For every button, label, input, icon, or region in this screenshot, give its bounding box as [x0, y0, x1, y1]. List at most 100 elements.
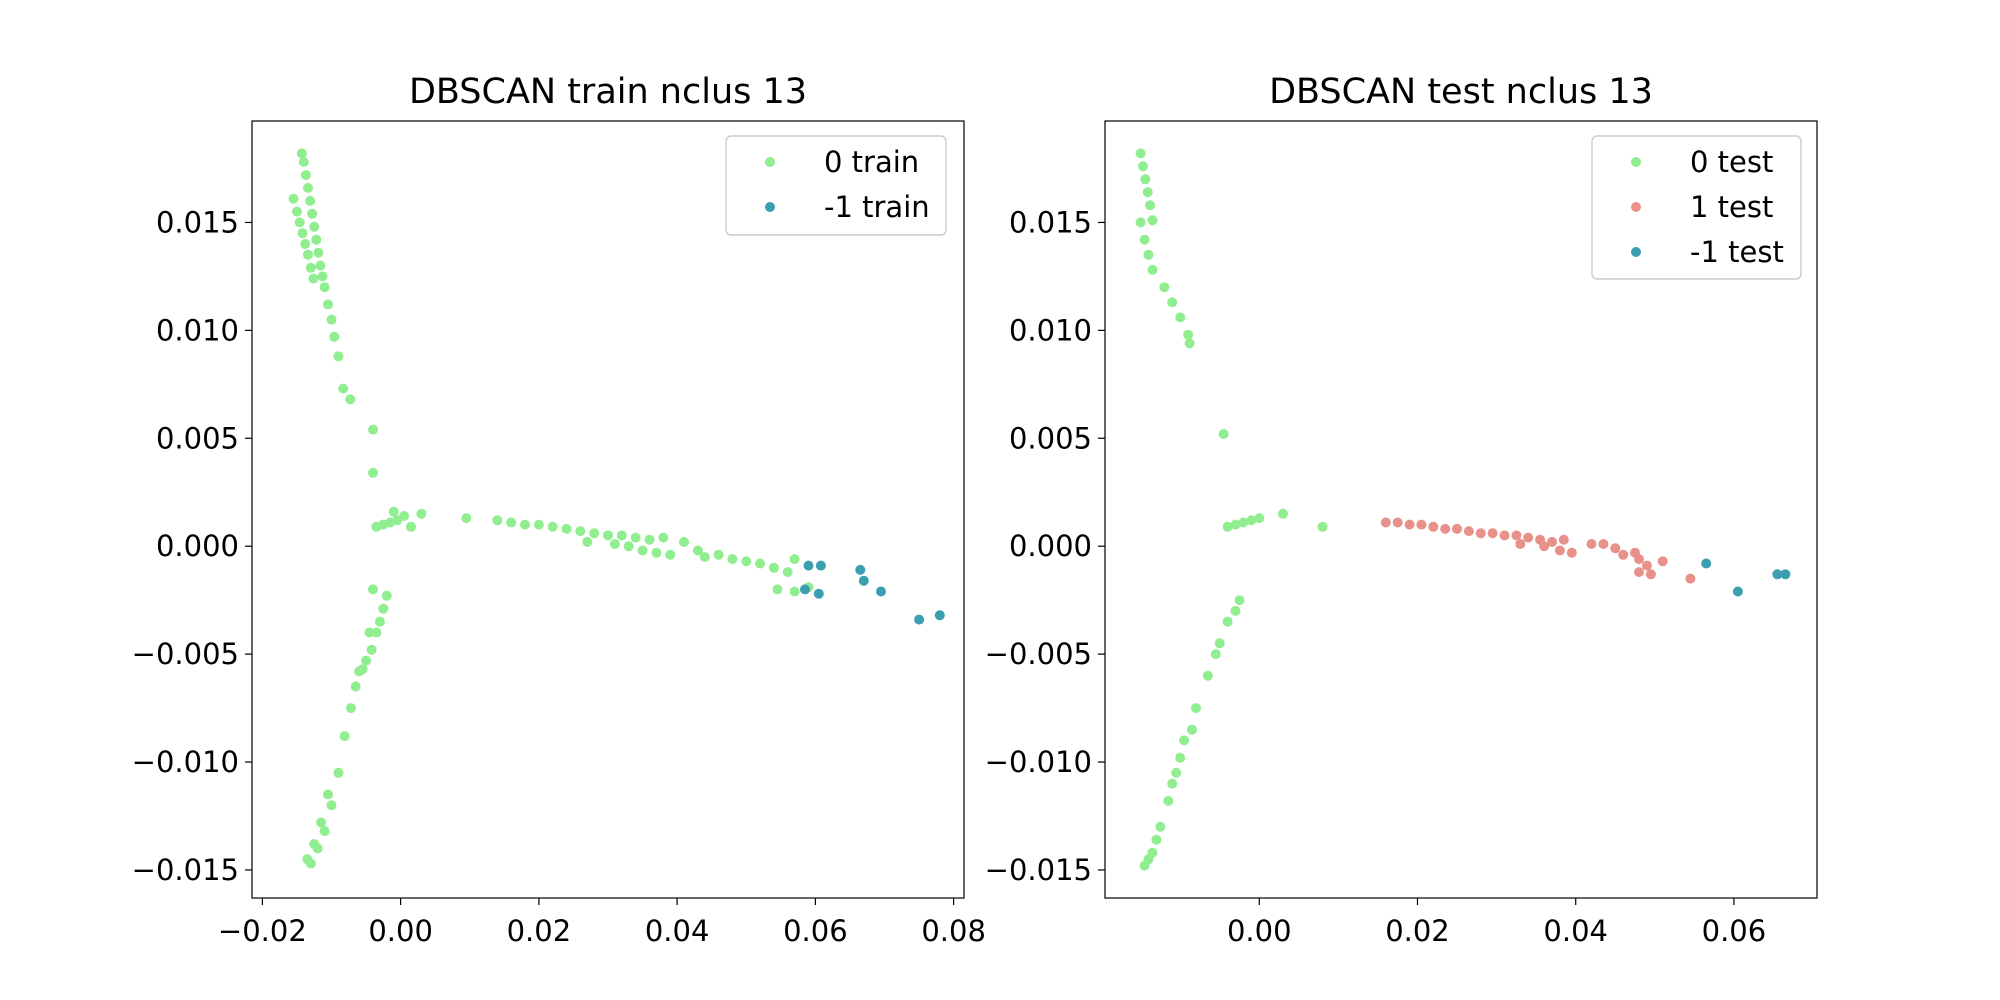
scatter-point	[381, 590, 392, 601]
scatter-point	[1179, 735, 1190, 746]
scatter-point	[609, 539, 620, 549]
scatter-point	[368, 424, 378, 435]
y-tick-label: −0.010	[985, 745, 1092, 779]
scatter-point	[1463, 526, 1474, 537]
scatter-point	[768, 562, 779, 573]
scatter-point	[1238, 517, 1249, 528]
scatter-point	[329, 331, 340, 342]
scatter-point	[333, 351, 344, 362]
legend-box	[1591, 135, 1802, 280]
scatter-point	[1183, 329, 1194, 340]
scatter-point	[313, 247, 324, 258]
scatter-point	[630, 532, 641, 543]
scatter-point	[305, 195, 316, 206]
scatter-point	[755, 558, 766, 569]
scatter-point	[1487, 528, 1498, 539]
scatter-point	[1230, 519, 1241, 530]
y-tick-label: 0.015	[156, 205, 239, 239]
legend-marker	[1631, 247, 1641, 257]
scatter-point	[303, 249, 313, 260]
scatter-point	[317, 271, 328, 282]
scatter-point	[1380, 517, 1391, 528]
scatter-point	[345, 394, 356, 405]
y-tick-label: −0.015	[132, 853, 239, 887]
scatter-point	[298, 157, 309, 167]
scatter-point	[492, 515, 503, 526]
scatter-point	[1167, 778, 1178, 789]
scatter-point	[303, 182, 313, 193]
scatter-point	[803, 560, 814, 571]
x-axis: 0.00 0.02 0.04 0.06	[1227, 898, 1766, 948]
scatter-point	[296, 148, 307, 159]
scatter-point	[1145, 200, 1156, 211]
x-tick-label: 0.08	[921, 914, 986, 948]
scatter-point	[789, 586, 800, 597]
scatter-point	[789, 554, 800, 565]
scatter-point	[561, 523, 572, 534]
scatter-point	[1452, 523, 1462, 534]
scatter-point	[692, 545, 703, 556]
y-tick-label: 0.000	[1009, 529, 1092, 563]
scatter-point	[339, 731, 350, 742]
scatter-point	[1151, 834, 1162, 845]
scatter-point	[300, 239, 311, 249]
scatter-point	[326, 800, 337, 811]
scatter-point	[1147, 215, 1158, 226]
scatter-point	[416, 508, 427, 519]
scatter-point	[388, 506, 399, 517]
scatter-point	[1539, 541, 1550, 552]
scatter-point	[1780, 569, 1791, 580]
scatter-point	[1645, 569, 1656, 580]
x-tick-label: −0.02	[218, 914, 307, 948]
scatter-point	[603, 530, 613, 541]
scatter-point	[713, 549, 724, 560]
x-tick-label: 0.06	[1702, 914, 1767, 948]
scatter-point	[1202, 670, 1213, 681]
scatter-point	[914, 614, 925, 625]
scatter-point	[1214, 638, 1225, 649]
scatter-point	[1155, 821, 1166, 832]
scatter-point	[623, 541, 634, 552]
x-tick-label: 0.00	[1227, 914, 1292, 948]
scatter-point	[1184, 338, 1195, 349]
scatter-point	[368, 467, 378, 478]
scatter-point	[1610, 543, 1621, 554]
scatter-point	[1317, 521, 1328, 532]
scatter-point	[291, 206, 302, 217]
y-tick-label: 0.010	[1009, 313, 1092, 347]
scatter-point	[1392, 517, 1403, 528]
scatter-point	[326, 314, 337, 325]
scatter-point	[1499, 530, 1510, 541]
scatter-point	[1163, 795, 1174, 806]
scatter-point	[307, 208, 318, 219]
legend-marker	[1631, 157, 1641, 167]
y-tick-label: −0.015	[985, 853, 1092, 887]
scatter-point	[1222, 521, 1233, 532]
y-axis: −0.015 −0.010 −0.005 0.000 0.005 0.010 0.015	[985, 205, 1105, 887]
y-tick-label: 0.000	[156, 529, 239, 563]
scatter-point	[1685, 573, 1696, 584]
legend-label: -1 train	[824, 190, 930, 224]
scatter-point	[800, 584, 810, 595]
scatter-point	[1404, 519, 1415, 530]
legend: 0 train -1 train	[725, 135, 947, 236]
scatter-point	[338, 383, 349, 394]
scatter-point	[1135, 217, 1146, 228]
scatter-point	[858, 575, 869, 586]
scatter-point	[644, 534, 655, 545]
scatter-point	[1598, 539, 1609, 549]
scatter-point	[357, 664, 368, 675]
scatter-point	[1246, 515, 1257, 526]
y-tick-label: 0.010	[156, 313, 239, 347]
scatter-point	[364, 627, 375, 638]
scatter-point	[1586, 539, 1597, 549]
scatter-point	[350, 681, 361, 692]
scatter-point	[1772, 569, 1783, 580]
scatter-point	[1416, 519, 1427, 530]
scatter-point	[1143, 854, 1154, 865]
x-tick-label: 0.06	[783, 914, 848, 948]
legend-label: 0 train	[824, 145, 919, 179]
scatter-point	[1634, 554, 1644, 565]
scatter-point	[679, 536, 689, 547]
scatter-point	[319, 826, 330, 837]
